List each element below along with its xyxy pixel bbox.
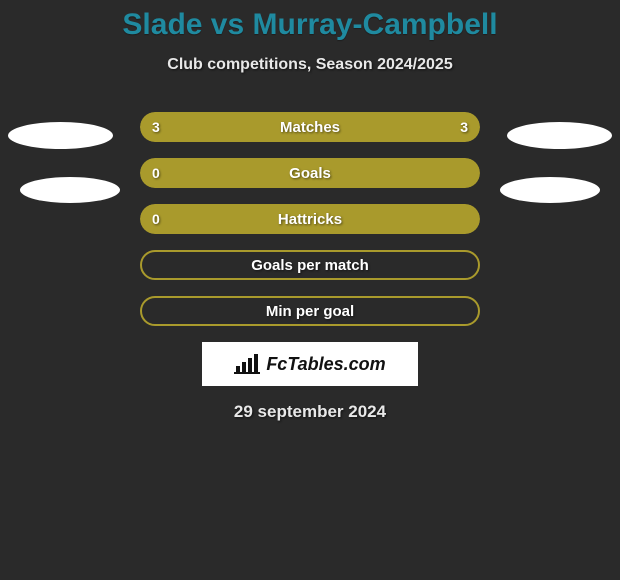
stat-value-left: 3: [152, 112, 160, 142]
side-ellipse: [20, 177, 120, 203]
source-badge: FcTables.com: [202, 342, 418, 386]
stat-row: 0 Hattricks: [140, 204, 480, 234]
source-badge-text: FcTables.com: [266, 354, 385, 375]
stat-value-right: 3: [460, 112, 468, 142]
stat-label: Min per goal: [266, 303, 354, 320]
stat-row: 0 Goals: [140, 158, 480, 188]
bar-chart-icon: [234, 354, 260, 374]
stat-value-left: 0: [152, 204, 160, 234]
stat-value-left: 0: [152, 158, 160, 188]
date-text: 29 september 2024: [0, 402, 620, 422]
side-ellipse: [8, 122, 113, 149]
stat-row: Goals per match: [140, 250, 480, 280]
side-ellipse: [500, 177, 600, 203]
stat-label: Matches: [280, 119, 340, 136]
stat-label: Goals: [289, 165, 331, 182]
stats-container: 3 3 Matches 0 Goals 0 Hattricks Goals per match…: [140, 112, 480, 326]
stat-label: Hattricks: [278, 211, 342, 228]
stat-row: 3 3 Matches: [140, 112, 480, 142]
page-title: Slade vs Murray-Campbell: [0, 0, 620, 42]
page-subtitle: Club competitions, Season 2024/2025: [0, 56, 620, 74]
stat-label: Goals per match: [251, 257, 369, 274]
stat-row: Min per goal: [140, 296, 480, 326]
side-ellipse: [507, 122, 612, 149]
